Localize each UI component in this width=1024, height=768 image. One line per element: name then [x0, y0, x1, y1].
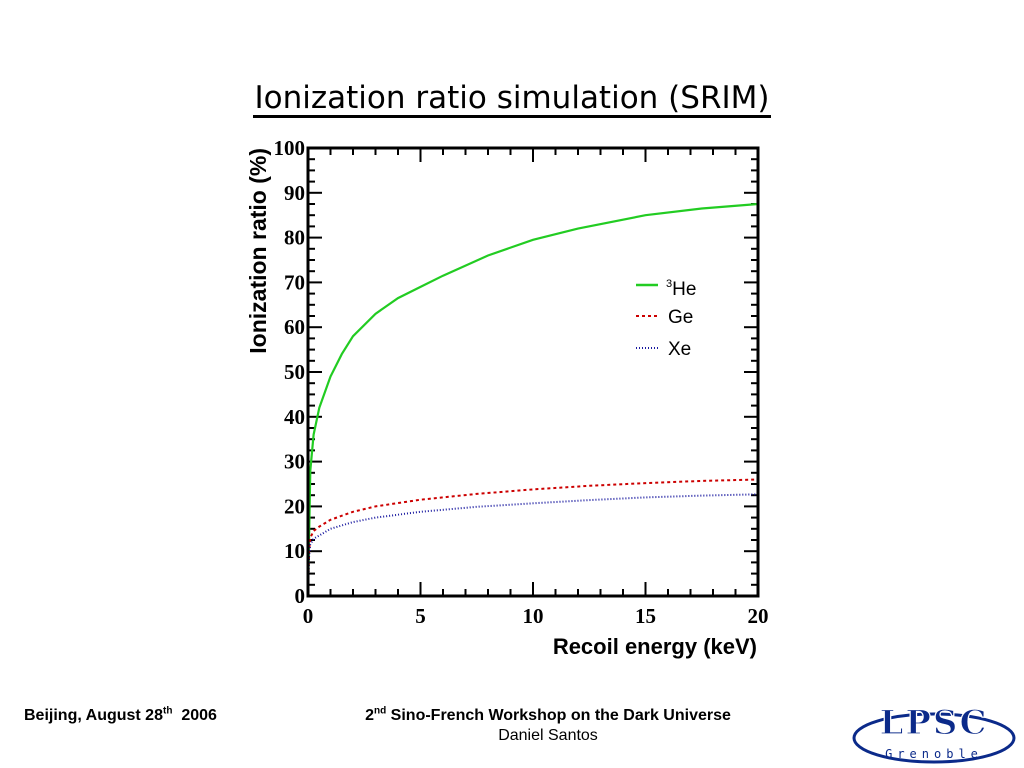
x-tick-label: 0: [303, 604, 314, 628]
lpsc-logo: LPSC Grenoble: [852, 702, 1016, 764]
footer-location-date: Beijing, August 28th 2006: [24, 705, 217, 725]
y-tick-label: 100: [274, 136, 306, 160]
y-tick-label: 60: [284, 315, 305, 339]
legend: 3He Ge Xe: [636, 278, 696, 360]
logo-orbit-ellipse: [852, 712, 1016, 764]
legend-he-name: He: [672, 279, 696, 300]
y-tick-label: 20: [284, 494, 305, 518]
legend-label-he: 3He: [666, 278, 696, 300]
logo-text: LPSC: [879, 703, 988, 743]
y-tick-label: 0: [295, 584, 306, 608]
tick-labels: 0 10 20 30 40 50 60 70 80 90 100 0 5 10 15 20: [274, 136, 769, 628]
series-line-he: [306, 202, 759, 597]
series-line-xe: [307, 493, 759, 597]
legend-label-xe: Xe: [668, 339, 691, 360]
footer-location-sup: th: [162, 705, 173, 717]
x-tick-label: 5: [415, 604, 426, 628]
footer-workshop: 2nd Sino-French Workshop on the Dark Uni…: [290, 705, 806, 745]
legend-he-superscript: 3: [666, 278, 672, 290]
x-tick-label: 10: [523, 604, 544, 628]
legend-label-ge: Ge: [668, 307, 693, 328]
y-tick-label: 90: [284, 181, 305, 205]
y-tick-label: 70: [284, 270, 305, 294]
y-tick-label: 50: [284, 360, 305, 384]
footer-author: Daniel Santos: [498, 727, 598, 744]
y-tick-label: 80: [284, 226, 305, 250]
x-tick-label: 20: [748, 604, 769, 628]
footer-year: 2006: [172, 707, 217, 724]
footer-workshop-name: Sino-French Workshop on the Dark Univers…: [386, 707, 731, 724]
y-tick-label: 40: [284, 405, 305, 429]
x-tick-label: 15: [635, 604, 656, 628]
plot-frame: [306, 146, 760, 598]
y-axis-label: Ionization ratio (%): [245, 148, 271, 354]
axis-ticks: [307, 147, 759, 597]
footer-workshop-ordinal: 2: [365, 707, 375, 724]
x-axis-label: Recoil energy (keV): [553, 634, 757, 659]
footer-workshop-sup: nd: [374, 705, 387, 717]
footer-workshop-title: 2nd Sino-French Workshop on the Dark Uni…: [290, 705, 806, 725]
slide-title-text: Ionization ratio simulation (SRIM): [252, 80, 772, 118]
logo-subtext: Grenoble: [885, 747, 983, 761]
series-line-ge: [307, 478, 759, 597]
footer-location: Beijing, August 28: [24, 707, 163, 724]
slide-title: Ionization ratio simulation (SRIM): [0, 78, 1024, 118]
ionization-ratio-chart: 0 10 20 30 40 50 60 70 80 90 100 0 5 10 15 20 Recoil en…: [245, 136, 769, 659]
y-tick-label: 10: [284, 539, 305, 563]
y-tick-label: 30: [284, 450, 305, 474]
series-lines: [306, 202, 759, 597]
